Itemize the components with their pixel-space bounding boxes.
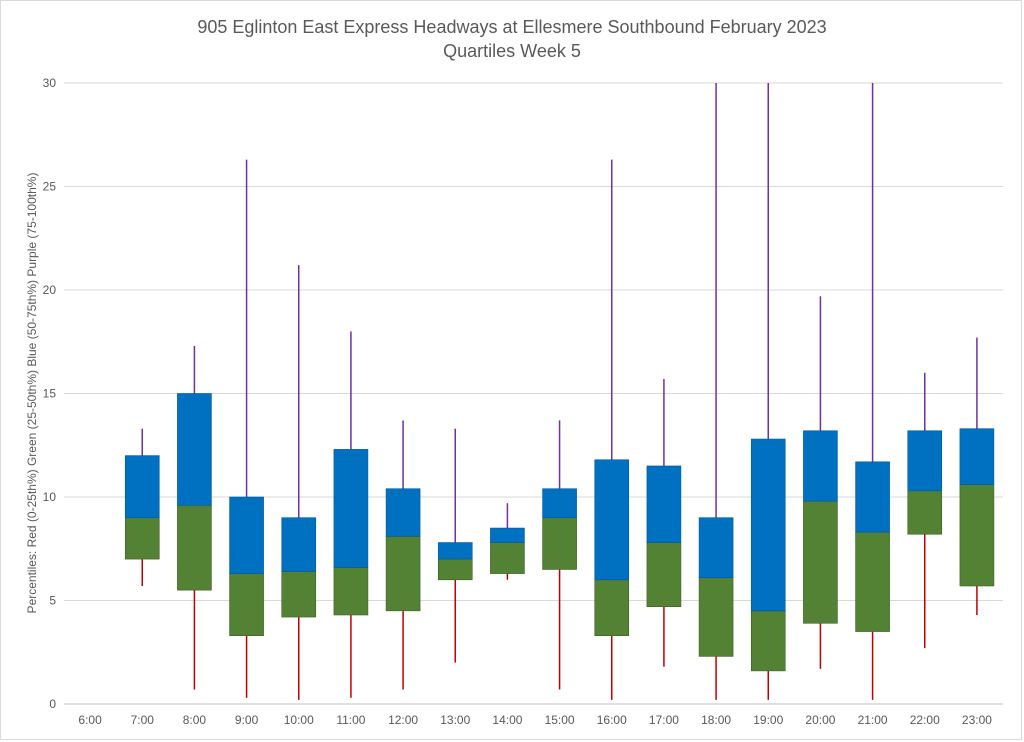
upper-box xyxy=(281,517,317,572)
y-tick-label: 30 xyxy=(43,76,57,90)
lower-box xyxy=(490,542,525,574)
box-11:00 xyxy=(333,331,369,698)
box-22:00 xyxy=(907,372,943,649)
x-tick-label: 19:00 xyxy=(753,713,783,727)
box-17:00 xyxy=(646,379,682,667)
upper-box xyxy=(437,542,473,560)
x-tick-label: 22:00 xyxy=(910,713,940,727)
upper-box xyxy=(803,430,838,502)
lower-box xyxy=(803,500,838,624)
lower-box xyxy=(437,558,473,581)
box-18:00 xyxy=(698,83,734,700)
y-tick-label: 0 xyxy=(49,697,56,711)
x-tick-label: 15:00 xyxy=(545,713,575,727)
y-axis-ticks: 0 5 10 15 20 25 30 xyxy=(43,76,57,711)
y-tick-label: 15 xyxy=(43,387,57,401)
x-tick-label: 18:00 xyxy=(701,713,731,727)
lower-box xyxy=(542,517,577,570)
box-23:00 xyxy=(959,337,995,615)
upper-box xyxy=(490,527,525,543)
x-tick-label: 23:00 xyxy=(962,713,992,727)
lower-box xyxy=(281,571,317,618)
boxes xyxy=(124,83,995,700)
x-tick-label: 6:00 xyxy=(78,713,102,727)
x-axis-ticks: 6:00 7:00 8:00 9:00 10:00 11:00 12:00 13:00 14:0… xyxy=(78,713,992,727)
upper-box xyxy=(959,428,995,485)
upper-box xyxy=(124,455,160,519)
lower-box xyxy=(698,577,734,657)
box-16:00 xyxy=(594,159,630,700)
lower-box xyxy=(855,531,890,632)
chart-subtitle: Quartiles Week 5 xyxy=(443,41,581,61)
box-20:00 xyxy=(803,296,838,669)
upper-box xyxy=(646,465,682,543)
y-axis-label: Percentiles: Red (0-25th%) Green (25-50t… xyxy=(25,173,39,614)
box-7:00 xyxy=(124,428,160,587)
chart-title: 905 Eglinton East Express Headways at El… xyxy=(197,17,827,37)
y-tick-label: 5 xyxy=(49,594,56,608)
box-19:00 xyxy=(750,83,786,700)
x-tick-label: 12:00 xyxy=(388,713,418,727)
box-13:00 xyxy=(437,428,473,663)
x-tick-label: 13:00 xyxy=(440,713,470,727)
upper-box xyxy=(542,488,577,519)
lower-box xyxy=(907,490,943,535)
box-12:00 xyxy=(385,420,421,690)
upper-box xyxy=(698,517,734,579)
x-tick-label: 21:00 xyxy=(858,713,888,727)
box-8:00 xyxy=(177,345,212,690)
gridlines xyxy=(64,82,1003,705)
lower-box xyxy=(646,542,682,608)
x-tick-label: 20:00 xyxy=(805,713,835,727)
upper-box xyxy=(333,449,369,568)
y-tick-label: 20 xyxy=(43,283,57,297)
upper-box xyxy=(594,459,630,581)
x-tick-label: 8:00 xyxy=(183,713,207,727)
box-14:00 xyxy=(490,503,525,580)
upper-box xyxy=(907,430,943,492)
lower-box xyxy=(124,517,160,560)
x-tick-label: 11:00 xyxy=(336,713,365,727)
upper-box xyxy=(855,461,890,533)
lower-box xyxy=(177,504,212,591)
lower-box xyxy=(229,573,264,636)
x-tick-label: 16:00 xyxy=(597,713,627,727)
upper-box xyxy=(229,496,264,574)
upper-box xyxy=(385,488,421,537)
box-15:00 xyxy=(542,420,577,690)
lower-box xyxy=(959,484,995,587)
x-tick-label: 7:00 xyxy=(131,713,155,727)
lower-box xyxy=(333,567,369,616)
x-tick-label: 9:00 xyxy=(235,713,259,727)
x-tick-label: 17:00 xyxy=(649,713,679,727)
lower-box xyxy=(594,579,630,636)
y-tick-label: 25 xyxy=(43,180,57,194)
lower-box xyxy=(750,610,786,672)
lower-box xyxy=(385,536,421,612)
x-tick-label: 10:00 xyxy=(284,713,314,727)
y-tick-label: 10 xyxy=(43,490,57,504)
box-21:00 xyxy=(855,83,890,700)
box-10:00 xyxy=(281,265,317,700)
upper-box xyxy=(177,393,212,506)
box-9:00 xyxy=(229,159,264,698)
upper-box xyxy=(750,438,786,612)
x-tick-label: 14:00 xyxy=(492,713,522,727)
